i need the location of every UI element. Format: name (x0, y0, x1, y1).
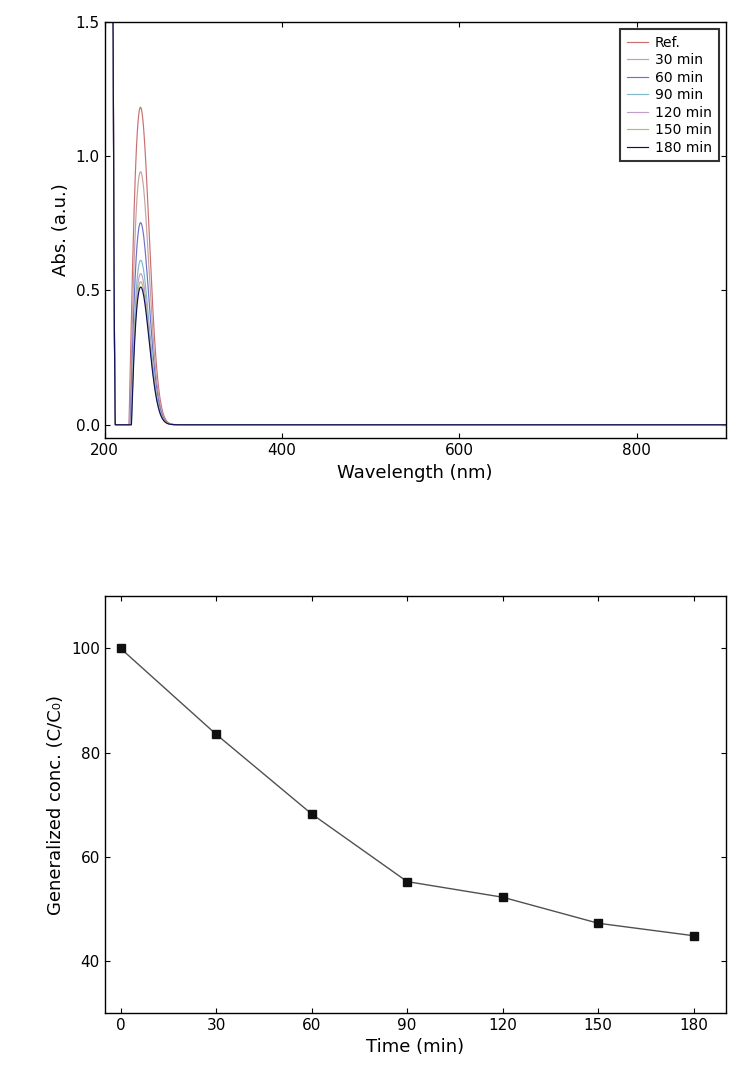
30 min (721, 418, 730, 431)
180 min (721, 418, 730, 431)
180 min (709, 418, 718, 431)
90 min (208, 418, 217, 431)
Line: 90 min: 90 min (105, 22, 726, 425)
60 min (100, 127, 109, 140)
60 min (643, 418, 652, 431)
90 min (643, 418, 652, 431)
120 min (339, 418, 348, 431)
120 min (721, 418, 730, 431)
Ref. (721, 418, 730, 431)
90 min (721, 418, 730, 431)
60 min (101, 15, 110, 28)
30 min (111, 418, 120, 431)
180 min (101, 15, 110, 28)
120 min (709, 418, 718, 431)
30 min (643, 418, 652, 431)
Legend: Ref., 30 min, 60 min, 90 min, 120 min, 150 min, 180 min: Ref., 30 min, 60 min, 90 min, 120 min, 1… (620, 28, 719, 161)
Ref. (643, 418, 652, 431)
Ref. (100, 127, 109, 140)
90 min (709, 418, 718, 431)
150 min (208, 418, 217, 431)
60 min (339, 418, 348, 431)
120 min (111, 418, 120, 431)
150 min (111, 418, 120, 431)
90 min (100, 127, 109, 140)
Y-axis label: Generalized conc. (C/C₀): Generalized conc. (C/C₀) (47, 695, 65, 915)
150 min (101, 15, 110, 28)
Line: 30 min: 30 min (105, 22, 726, 425)
30 min (208, 418, 217, 431)
Ref. (709, 418, 718, 431)
Ref. (101, 15, 110, 28)
180 min (111, 418, 120, 431)
120 min (100, 127, 109, 140)
Line: 120 min: 120 min (105, 22, 726, 425)
X-axis label: Time (min): Time (min) (366, 1038, 465, 1056)
60 min (366, 418, 375, 431)
30 min (100, 127, 109, 140)
Ref. (339, 418, 348, 431)
Y-axis label: Abs. (a.u.): Abs. (a.u.) (52, 184, 70, 277)
Ref. (366, 418, 375, 431)
180 min (366, 418, 375, 431)
Ref. (171, 418, 180, 431)
30 min (366, 418, 375, 431)
180 min (643, 418, 652, 431)
180 min (339, 418, 348, 431)
X-axis label: Wavelength (nm): Wavelength (nm) (337, 464, 493, 481)
Ref. (111, 418, 120, 431)
90 min (366, 418, 375, 431)
60 min (709, 418, 718, 431)
180 min (171, 418, 180, 431)
60 min (721, 418, 730, 431)
150 min (100, 127, 109, 140)
90 min (101, 15, 110, 28)
90 min (339, 418, 348, 431)
150 min (721, 418, 730, 431)
30 min (171, 418, 180, 431)
Line: 150 min: 150 min (105, 22, 726, 425)
150 min (339, 418, 348, 431)
120 min (171, 418, 180, 431)
90 min (171, 418, 180, 431)
Ref. (208, 418, 217, 431)
150 min (366, 418, 375, 431)
180 min (100, 127, 109, 140)
Line: Ref.: Ref. (105, 22, 726, 425)
120 min (643, 418, 652, 431)
60 min (208, 418, 217, 431)
Line: 180 min: 180 min (105, 22, 726, 425)
60 min (111, 418, 120, 431)
30 min (101, 15, 110, 28)
120 min (208, 418, 217, 431)
120 min (366, 418, 375, 431)
150 min (171, 418, 180, 431)
Line: 60 min: 60 min (105, 22, 726, 425)
60 min (171, 418, 180, 431)
150 min (643, 418, 652, 431)
150 min (709, 418, 718, 431)
30 min (339, 418, 348, 431)
90 min (111, 418, 120, 431)
30 min (709, 418, 718, 431)
180 min (208, 418, 217, 431)
120 min (101, 15, 110, 28)
